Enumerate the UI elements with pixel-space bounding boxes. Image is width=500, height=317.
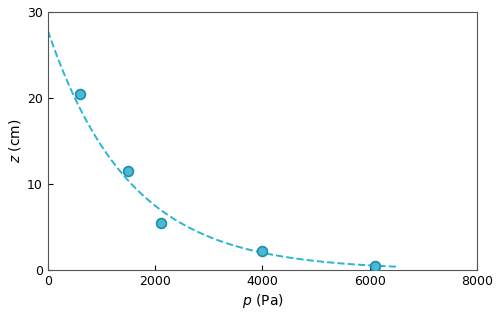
Y-axis label: $z$ (cm): $z$ (cm) — [7, 119, 23, 163]
X-axis label: $p$ (Pa): $p$ (Pa) — [242, 292, 284, 310]
Point — [76, 91, 84, 96]
Point — [124, 169, 132, 174]
Point — [371, 263, 379, 268]
Point — [156, 220, 164, 225]
Point — [258, 249, 266, 254]
